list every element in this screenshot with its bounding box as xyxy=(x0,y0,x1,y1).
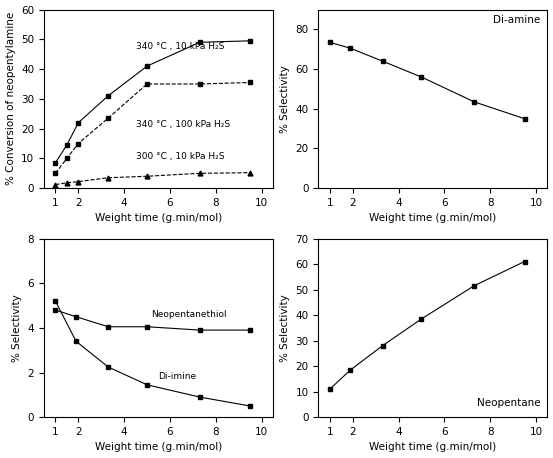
X-axis label: Weight time (g.min/mol): Weight time (g.min/mol) xyxy=(95,213,222,224)
X-axis label: Weight time (g.min/mol): Weight time (g.min/mol) xyxy=(95,442,222,453)
Text: 340 °C , 100 kPa H₂S: 340 °C , 100 kPa H₂S xyxy=(135,120,229,129)
Y-axis label: % Conversion of neopentylamine: % Conversion of neopentylamine xyxy=(6,12,15,185)
Text: Di-amine: Di-amine xyxy=(493,15,541,25)
Y-axis label: % Selectivity: % Selectivity xyxy=(12,294,22,362)
Text: Neopentanethiol: Neopentanethiol xyxy=(152,310,227,319)
Text: Di-imine: Di-imine xyxy=(159,372,197,382)
Text: Neopentane: Neopentane xyxy=(477,398,541,408)
Y-axis label: % Selectivity: % Selectivity xyxy=(280,294,290,362)
X-axis label: Weight time (g.min/mol): Weight time (g.min/mol) xyxy=(369,442,497,453)
X-axis label: Weight time (g.min/mol): Weight time (g.min/mol) xyxy=(369,213,497,224)
Y-axis label: % Selectivity: % Selectivity xyxy=(280,65,290,133)
Text: 340 °C , 10 kPa H₂S: 340 °C , 10 kPa H₂S xyxy=(135,42,224,51)
Text: 300 °C , 10 kPa H₂S: 300 °C , 10 kPa H₂S xyxy=(135,153,224,161)
